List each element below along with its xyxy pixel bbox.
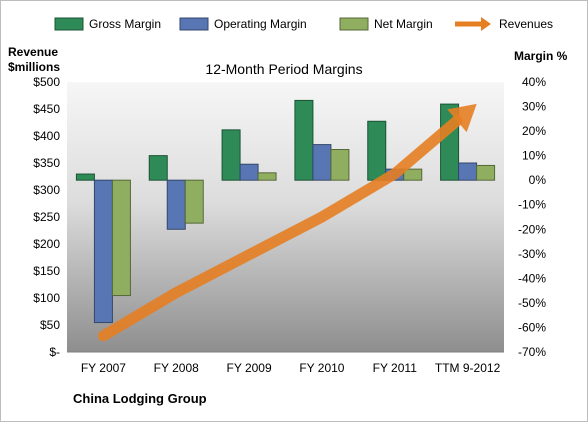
legend-label: Gross Margin — [89, 17, 161, 31]
bar-net-margin — [111, 179, 131, 297]
x-tick-label: FY 2007 — [81, 361, 126, 375]
right-axis-label: Margin % — [514, 49, 568, 63]
legend-swatch — [179, 17, 209, 31]
legend-swatch — [339, 17, 369, 31]
bar-operating-margin — [166, 179, 186, 230]
legend-label: Operating Margin — [214, 17, 307, 31]
revenue-line-path — [97, 115, 463, 342]
right-tick-label: 30% — [522, 100, 546, 114]
x-tick-label: FY 2010 — [299, 361, 344, 375]
bar-gross-margin — [221, 129, 241, 181]
legend-label: Revenues — [499, 17, 553, 31]
bar-net-margin — [184, 179, 204, 224]
right-tick-label: -40% — [518, 271, 546, 285]
left-tick-label: $200 — [33, 237, 60, 251]
bar-operating-margin — [93, 179, 113, 324]
legend-arrowhead — [481, 17, 491, 31]
left-tick-label: $500 — [33, 75, 60, 89]
revenue-line — [97, 103, 477, 342]
right-tick-label: -10% — [518, 198, 546, 212]
x-tick-label: FY 2009 — [227, 361, 272, 375]
bar-net-margin — [403, 168, 423, 181]
left-tick-label: $250 — [33, 210, 60, 224]
left-axis-label-line2: $millions — [8, 60, 60, 74]
left-tick-label: $300 — [33, 183, 60, 197]
legend-label: Net Margin — [374, 17, 433, 31]
legend: Gross Margin Operating Margin Net Margin Re… — [54, 17, 553, 31]
right-axis-ticks: -70% -60% -50% -40% -30% -20% -10% 0% 10% 20% 30% 4… — [518, 75, 546, 359]
x-tick-label: FY 2011 — [373, 361, 418, 375]
left-tick-label: $- — [49, 345, 60, 359]
x-tick-label: TTM 9-2012 — [435, 361, 501, 375]
legend-swatch — [54, 17, 84, 31]
bar-net-margin — [476, 164, 496, 181]
left-tick-label: $100 — [33, 291, 60, 305]
left-tick-label: $400 — [33, 129, 60, 143]
bar-gross-margin — [148, 155, 168, 181]
x-tick-label: FY 2008 — [154, 361, 199, 375]
bar-operating-margin — [312, 144, 332, 181]
revenue-arrowhead — [447, 103, 477, 133]
right-tick-label: -30% — [518, 247, 546, 261]
right-tick-label: 10% — [522, 149, 546, 163]
right-tick-label: -60% — [518, 320, 546, 334]
bar-gross-margin — [75, 173, 95, 181]
right-tick-label: 20% — [522, 124, 546, 138]
bar-operating-margin — [239, 163, 259, 181]
bar-operating-margin — [458, 162, 478, 181]
bar-gross-margin — [367, 120, 387, 181]
right-tick-label: -50% — [518, 296, 546, 310]
right-tick-label: -70% — [518, 345, 546, 359]
right-tick-label: 0% — [529, 173, 547, 187]
plot-area — [67, 82, 504, 352]
x-axis-ticks: FY 2007 FY 2008 FY 2009 FY 2010 FY 2011 TTM 9… — [81, 361, 501, 375]
left-tick-label: $450 — [33, 102, 60, 116]
left-axis-label-line1: Revenue — [8, 45, 58, 59]
company-label: China Lodging Group — [73, 391, 207, 406]
chart-title: 12-Month Period Margins — [205, 61, 362, 77]
bar-net-margin — [330, 149, 350, 181]
left-tick-label: $50 — [40, 318, 60, 332]
bar-gross-margin — [294, 99, 314, 181]
left-tick-label: $350 — [33, 156, 60, 170]
right-tick-label: -20% — [518, 222, 546, 236]
left-tick-label: $150 — [33, 264, 60, 278]
left-axis-ticks: $- $50 $100 $150 $200 $250 $300 $350 $400 $450 $50… — [33, 75, 60, 359]
right-tick-label: 40% — [522, 75, 546, 89]
bar-net-margin — [257, 172, 277, 181]
